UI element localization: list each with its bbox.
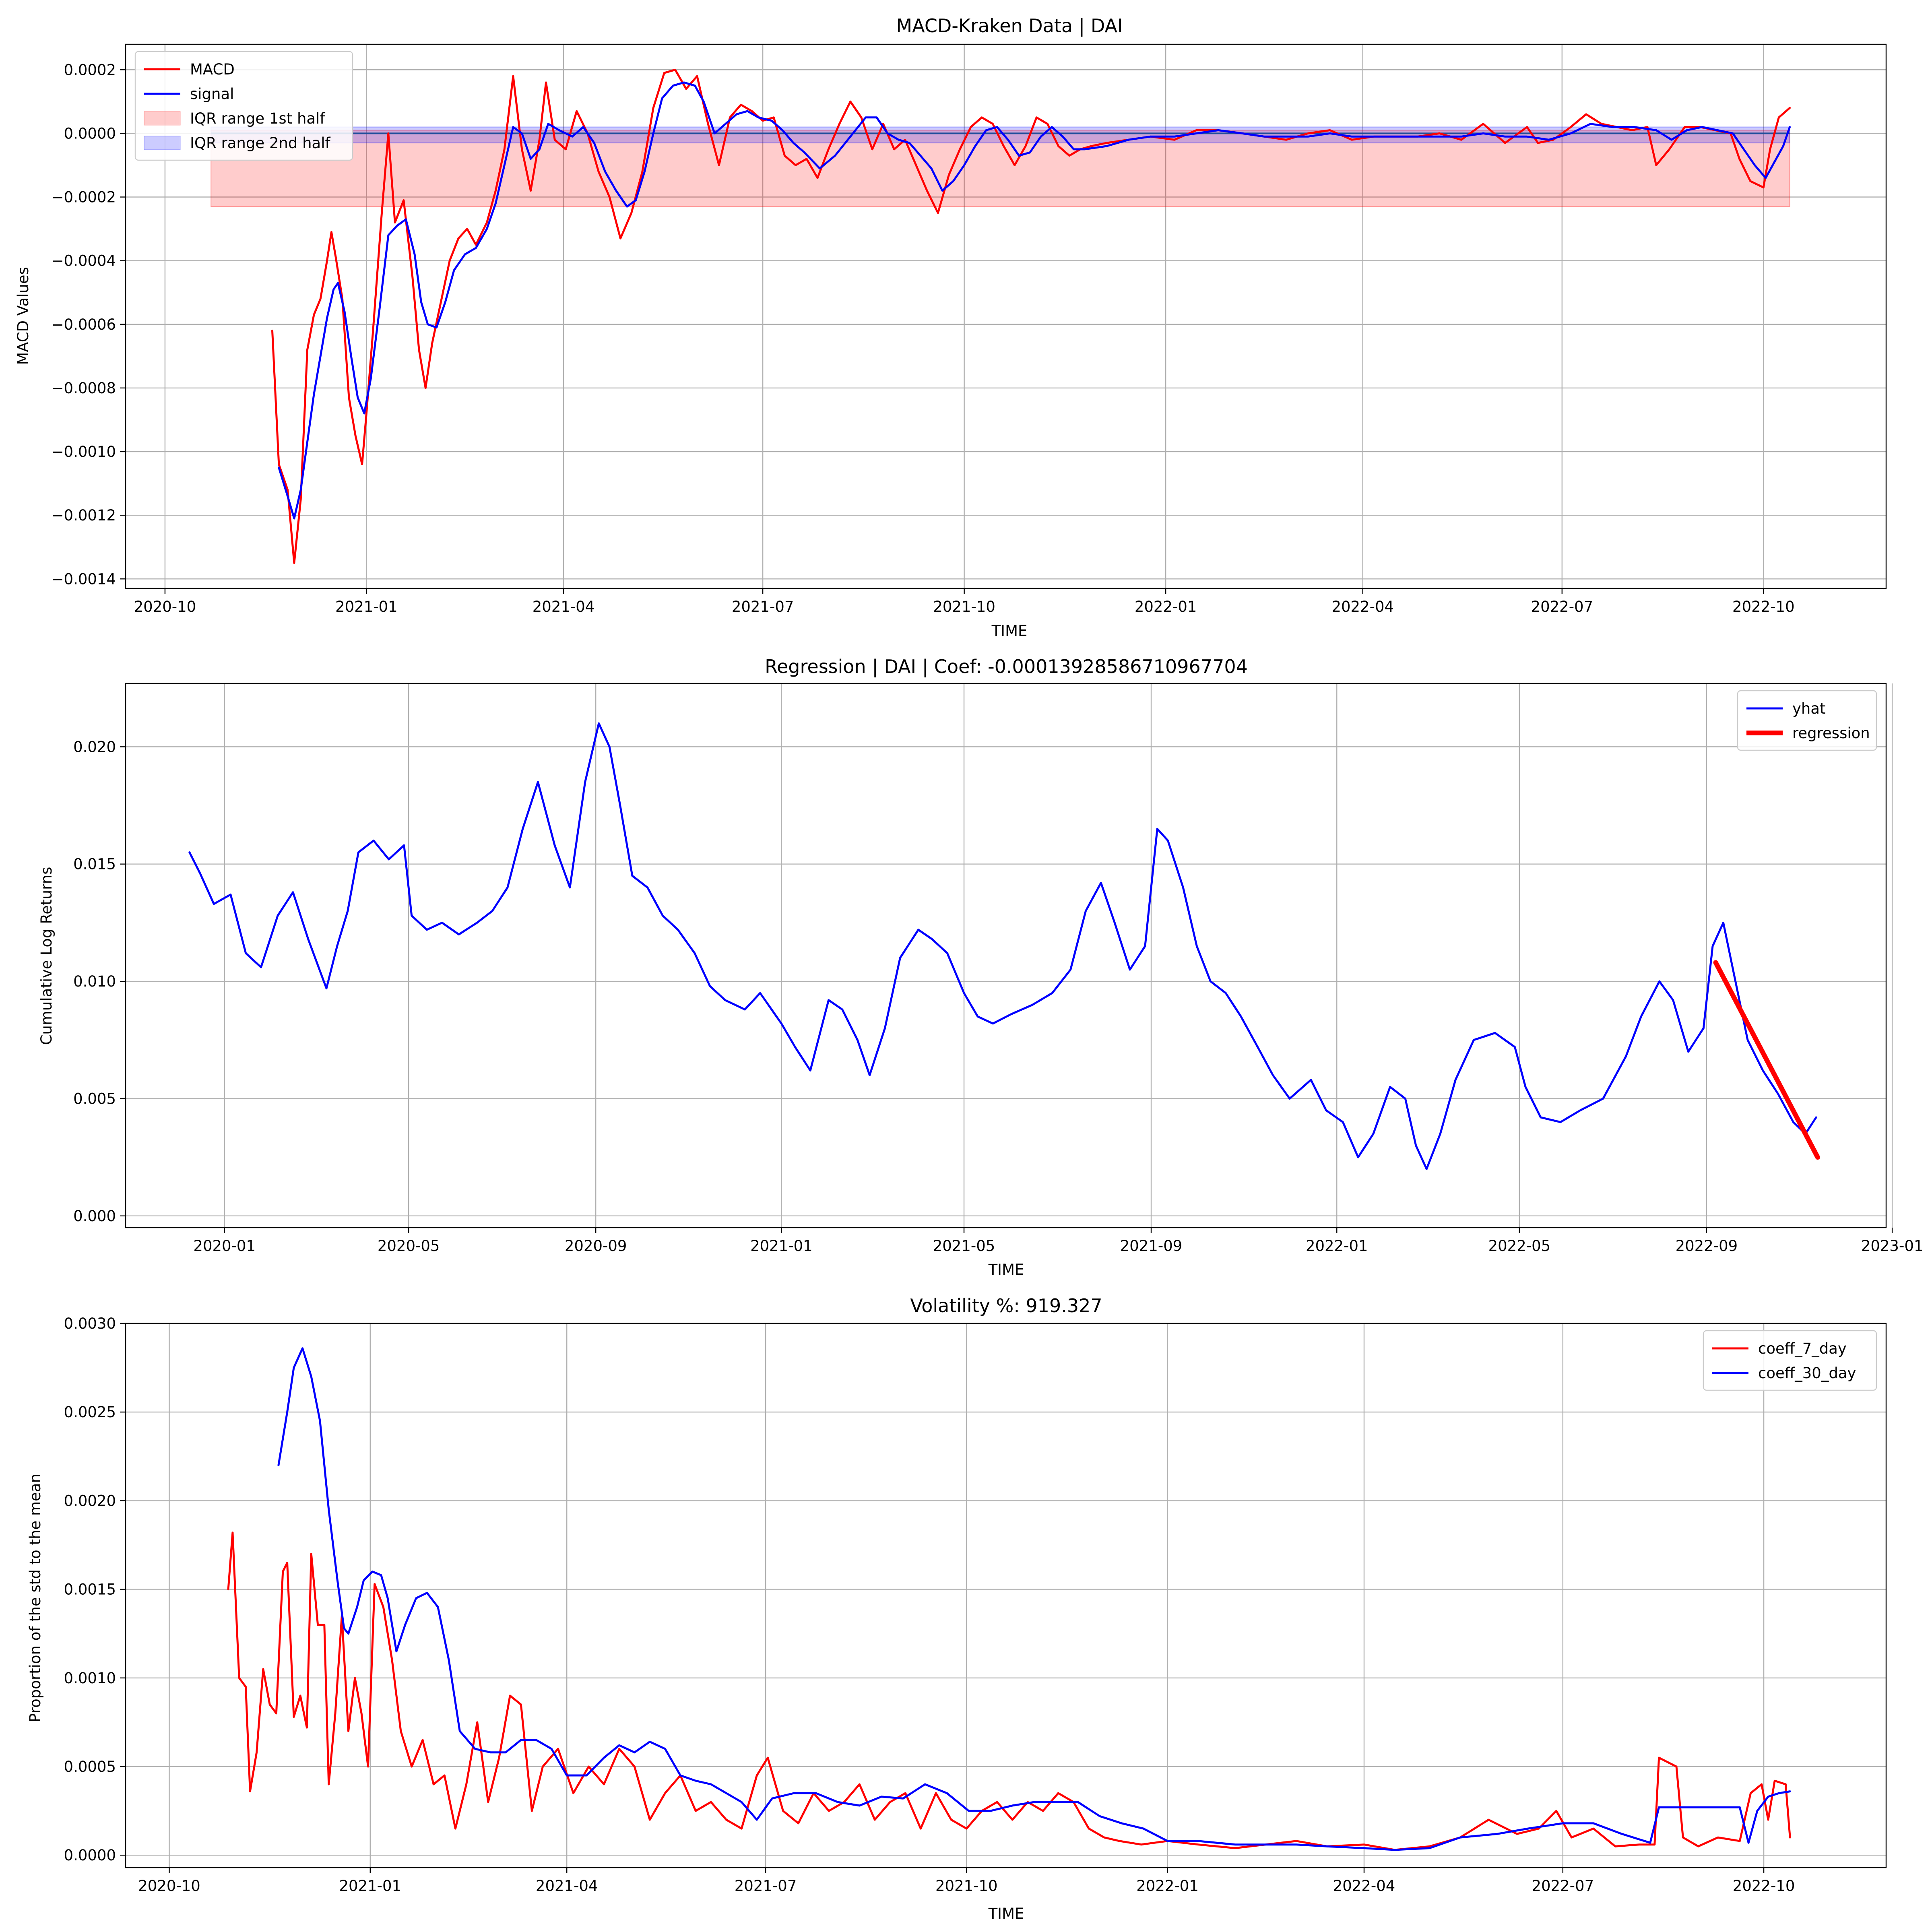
regression-x-tick-label: 2023-01 <box>1861 1237 1924 1255</box>
regression-axes-frame <box>125 683 1887 1228</box>
macd-x-tick-label: 2022-07 <box>1531 598 1593 615</box>
regression-y-tick-label: 0.000 <box>73 1208 116 1225</box>
regression-x-tick-label: 2020-05 <box>378 1237 440 1255</box>
macd-y-tick-label: 0.0000 <box>64 125 116 142</box>
volatility-y-tick-label: 0.0030 <box>64 1315 116 1332</box>
volatility-chart-title: Volatility %: 919.327 <box>910 1295 1102 1317</box>
volatility-y-tick-label: 0.0015 <box>64 1581 116 1598</box>
regression-x-tick-label: 2022-05 <box>1488 1237 1551 1255</box>
volatility-x-tick-label: 2021-01 <box>339 1877 401 1895</box>
regression-chart-title: Regression | DAI | Coef: -0.000139285867… <box>765 656 1248 678</box>
volatility-x-tick-label: 2021-04 <box>536 1877 598 1895</box>
macd-legend-swatch <box>144 111 181 126</box>
volatility-chart-xlabel: TIME <box>988 1905 1024 1922</box>
macd-legend-box <box>134 51 353 161</box>
volatility-chart: 2020-10 2021-01 2021-04 2021-07 2021-10 2022-… <box>27 1295 1887 1922</box>
macd-x-tick-label: 2020-10 <box>134 598 196 615</box>
volatility-x-tick-label: 2021-10 <box>935 1877 998 1895</box>
volatility-legend-label: coeff_7_day <box>1758 1340 1847 1357</box>
volatility-x-tick-label: 2022-01 <box>1136 1877 1199 1895</box>
regression-x-tick-label: 2022-01 <box>1306 1237 1368 1255</box>
volatility-chart-ylabel: Proportion of the std to the mean <box>27 1474 44 1722</box>
regression-y-tick-label: 0.020 <box>73 738 116 755</box>
macd-series-macd <box>271 68 1791 564</box>
macd-legend-swatch <box>144 136 181 150</box>
macd-x-tick-label: 2022-10 <box>1732 598 1795 615</box>
macd-x-tick-label: 2022-04 <box>1331 598 1394 615</box>
regression-legend-label: regression <box>1792 724 1870 742</box>
volatility-legend: coeff_7_day coeff_30_day <box>1703 1330 1877 1391</box>
regression-x-tick-label: 2022-09 <box>1676 1237 1738 1255</box>
regression-chart-ylabel: Cumulative Log Returns <box>38 867 55 1045</box>
macd-chart: 2020-10 2021-01 2021-04 2021-07 2021-10 2022-… <box>14 15 1887 640</box>
regression-series-yhat <box>188 722 1817 1170</box>
regression-x-tick-label: 2020-09 <box>565 1237 627 1255</box>
macd-y-tick-label: −0.0014 <box>52 570 116 588</box>
macd-y-tick-label: −0.0004 <box>52 252 116 270</box>
macd-chart-title: MACD-Kraken Data | DAI <box>896 15 1123 37</box>
regression-y-tick-label: 0.005 <box>73 1090 116 1107</box>
macd-x-tick-label: 2021-10 <box>933 598 995 615</box>
regression-x-tick-label: 2021-09 <box>1120 1237 1183 1255</box>
volatility-series-coeff-30-day <box>277 1347 1791 1851</box>
macd-y-tick-label: −0.0010 <box>52 443 116 460</box>
regression-series-regression <box>1713 960 1820 1160</box>
regression-plot-area: 2020-01 2020-05 2020-09 2021-01 2021-05 2021-… <box>73 683 1923 1255</box>
volatility-x-tick-label: 2022-04 <box>1333 1877 1395 1895</box>
volatility-y-tick-label: 0.0020 <box>64 1492 116 1509</box>
macd-legend-label: MACD <box>190 61 235 78</box>
regression-x-tick-label: 2021-01 <box>750 1237 813 1255</box>
volatility-axes-frame <box>125 1323 1887 1868</box>
regression-x-tick-label: 2021-05 <box>933 1237 995 1255</box>
macd-y-tick-label: −0.0008 <box>52 380 116 397</box>
macd-x-tick-label: 2022-01 <box>1135 598 1197 615</box>
regression-y-tick-label: 0.010 <box>73 973 116 990</box>
volatility-plot-area: 2020-10 2021-01 2021-04 2021-07 2021-10 2022-… <box>64 1315 1887 1895</box>
regression-y-tick-label: 0.015 <box>73 856 116 873</box>
macd-legend: MACD signal IQR range 1st half IQR range 2n… <box>134 51 353 161</box>
macd-y-tick-label: −0.0012 <box>52 507 116 524</box>
macd-band-1 <box>211 130 1790 207</box>
volatility-legend-label: coeff_30_day <box>1758 1364 1856 1382</box>
macd-y-tick-label: 0.0002 <box>64 61 116 78</box>
regression-chart-xlabel: TIME <box>988 1261 1024 1278</box>
volatility-y-tick-label: 0.0010 <box>64 1670 116 1687</box>
regression-chart: 2020-01 2020-05 2020-09 2021-01 2021-05 2021-… <box>38 656 1923 1278</box>
volatility-series-coeff-7-day <box>227 1532 1791 1851</box>
volatility-y-tick-label: 0.0025 <box>64 1404 116 1421</box>
macd-series-signal <box>278 81 1791 520</box>
regression-legend: yhat regression <box>1737 690 1877 751</box>
volatility-legend-box <box>1703 1330 1877 1391</box>
macd-legend-label: IQR range 2nd half <box>190 134 330 152</box>
macd-legend-label: signal <box>190 85 234 103</box>
macd-chart-ylabel: MACD Values <box>14 267 32 365</box>
macd-x-tick-label: 2021-04 <box>533 598 595 615</box>
macd-x-tick-label: 2021-01 <box>335 598 398 615</box>
macd-plot-area: 2020-10 2021-01 2021-04 2021-07 2021-10 2022-… <box>52 43 1887 615</box>
macd-legend-label: IQR range 1st half <box>190 110 325 127</box>
volatility-x-tick-label: 2020-10 <box>138 1877 200 1895</box>
macd-chart-xlabel: TIME <box>991 622 1028 640</box>
regression-x-tick-label: 2020-01 <box>193 1237 256 1255</box>
volatility-x-tick-label: 2021-07 <box>735 1877 797 1895</box>
macd-x-tick-label: 2021-07 <box>732 598 794 615</box>
macd-axes-frame <box>125 43 1887 589</box>
volatility-x-tick-label: 2022-10 <box>1733 1877 1795 1895</box>
volatility-y-tick-label: 0.0005 <box>64 1758 116 1775</box>
macd-y-tick-label: −0.0006 <box>52 316 116 333</box>
volatility-y-tick-label: 0.0000 <box>64 1847 116 1864</box>
macd-y-tick-label: −0.0002 <box>52 189 116 206</box>
volatility-x-tick-label: 2022-07 <box>1532 1877 1594 1895</box>
regression-legend-label: yhat <box>1792 700 1826 717</box>
